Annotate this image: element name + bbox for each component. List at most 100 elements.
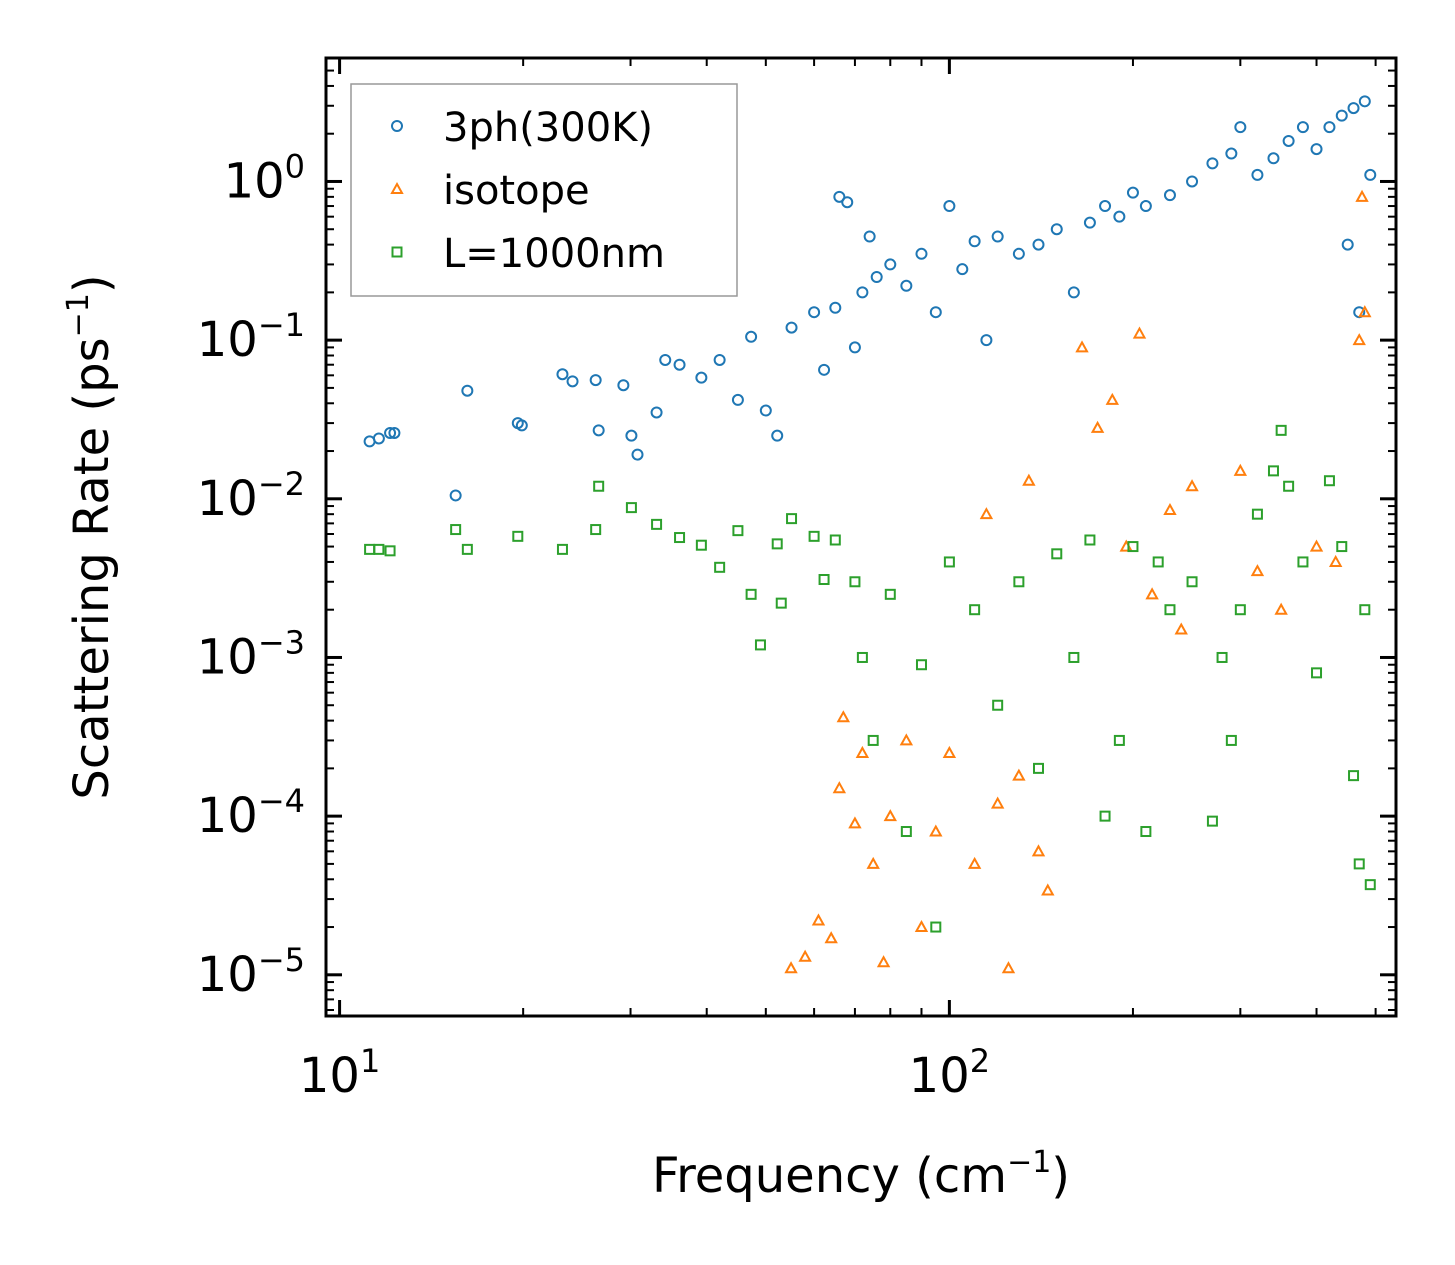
data-point	[836, 710, 851, 723]
data-point	[1012, 247, 1025, 260]
data-point	[1083, 216, 1096, 229]
data-point	[1251, 168, 1264, 181]
data-point	[731, 393, 744, 406]
data-point	[1297, 556, 1309, 568]
data-point	[1032, 238, 1045, 251]
data-point	[1099, 200, 1112, 213]
data-point	[592, 424, 605, 437]
y-tick-label-exponent: −1	[258, 306, 305, 344]
data-point	[900, 826, 912, 838]
plot-frame	[324, 56, 1398, 1018]
data-point	[1206, 815, 1218, 827]
data-point	[754, 639, 766, 651]
data-point	[1353, 858, 1365, 870]
data-point	[1186, 576, 1198, 588]
legend: 3ph(300K) isotope L=1000nm	[350, 83, 738, 297]
data-point	[798, 949, 812, 962]
data-point	[808, 530, 820, 542]
data-point	[915, 247, 928, 260]
data-point	[673, 358, 686, 371]
y-tick-label: 10−4	[197, 782, 305, 844]
data-point	[1067, 286, 1080, 299]
data-point	[1164, 604, 1176, 616]
data-point	[515, 419, 528, 432]
y-axis-label-exponent: −1	[61, 293, 96, 337]
data-point	[566, 375, 579, 388]
data-point	[848, 816, 862, 829]
data-point	[1336, 541, 1348, 553]
data-point	[625, 502, 637, 514]
data-point	[1132, 326, 1147, 339]
data-point	[651, 518, 663, 530]
data-point	[943, 556, 955, 568]
data-point	[884, 258, 897, 271]
y-tick-label: 10−5	[197, 941, 305, 1003]
data-point	[449, 489, 462, 502]
data-point	[1206, 157, 1219, 170]
data-point	[1075, 340, 1089, 353]
x-tick-label: 102	[909, 1042, 990, 1104]
data-point	[967, 856, 982, 869]
data-point	[372, 432, 385, 445]
data-point	[884, 588, 896, 600]
data-point	[1233, 463, 1248, 476]
data-point	[808, 306, 821, 319]
y-tick-label-base: 10	[197, 947, 258, 1003]
data-point	[992, 699, 1004, 711]
data-point	[990, 796, 1005, 809]
y-tick-label-exponent: 0	[285, 147, 305, 185]
data-point	[1216, 651, 1228, 663]
data-point	[589, 374, 602, 387]
data-point	[1012, 768, 1026, 781]
y-tick-label-base: 10	[197, 788, 258, 844]
data-point	[1347, 102, 1360, 115]
data-point	[1113, 734, 1125, 746]
data-point	[1084, 534, 1096, 546]
data-point	[1186, 175, 1199, 188]
x-tick-label: 101	[299, 1042, 380, 1104]
data-point	[631, 448, 644, 461]
data-point	[1310, 143, 1323, 156]
data-point	[968, 235, 981, 248]
data-point	[848, 341, 861, 354]
data-point	[1126, 186, 1139, 199]
data-point	[1267, 465, 1279, 477]
y-tick-label-base: 10	[197, 629, 258, 685]
y-tick-label-exponent: −3	[258, 623, 305, 661]
x-tick-label-exponent: 1	[360, 1042, 380, 1080]
data-point	[556, 543, 568, 555]
legend-label-L1000nm: L=1000nm	[443, 231, 665, 277]
data-point	[811, 913, 826, 926]
data-point	[1090, 420, 1105, 433]
data-point	[1274, 602, 1288, 615]
data-point	[1099, 810, 1111, 822]
y-axis-label-main: Scattering Rate (ps	[64, 337, 120, 799]
data-point	[512, 530, 524, 542]
data-point	[915, 659, 927, 671]
data-point	[556, 368, 569, 381]
data-point	[1174, 622, 1188, 635]
data-point	[841, 196, 854, 209]
data-point	[1139, 200, 1152, 213]
data-point	[824, 931, 838, 944]
series-0	[363, 95, 1377, 502]
legend-marker-isotope	[390, 181, 404, 194]
data-point	[1032, 762, 1044, 774]
data-point	[1225, 734, 1237, 746]
data-point	[829, 534, 841, 546]
x-axis-label-exponent: −1	[1007, 1145, 1051, 1180]
data-point	[373, 543, 385, 555]
legend-marker-3ph	[391, 120, 403, 132]
y-tick-label: 10−3	[197, 623, 305, 685]
y-tick-label-exponent: −5	[258, 941, 305, 979]
data-point	[590, 524, 602, 536]
data-point	[870, 270, 883, 283]
data-point	[1163, 502, 1177, 516]
data-point	[1364, 879, 1376, 891]
data-point	[969, 604, 981, 616]
data-point	[1031, 844, 1046, 857]
data-point	[771, 429, 784, 442]
data-point	[1364, 168, 1377, 181]
